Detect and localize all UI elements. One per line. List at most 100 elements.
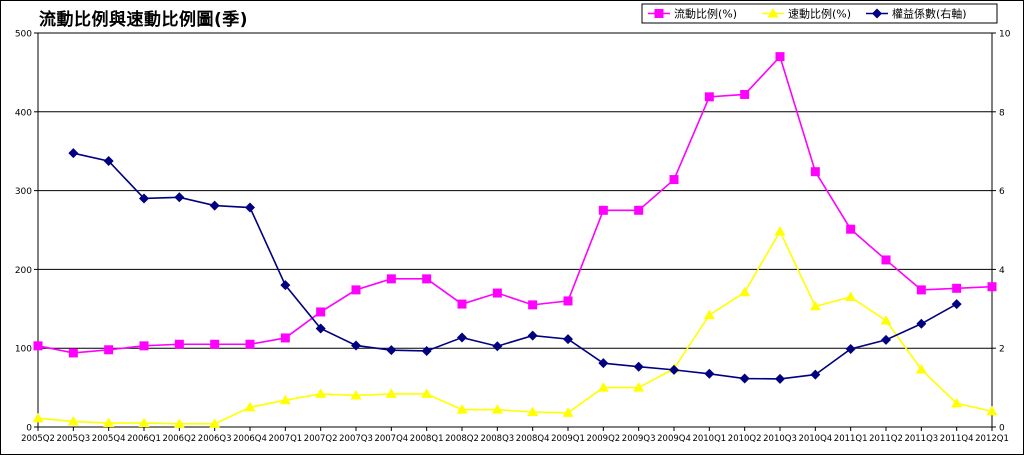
series-0-point-25 bbox=[916, 285, 926, 295]
series-2-point-14 bbox=[527, 330, 538, 341]
series-2-point-1 bbox=[68, 148, 79, 159]
series-0-point-22 bbox=[810, 167, 820, 177]
y2-tick-label-5: 10 bbox=[999, 30, 1011, 40]
x-tick-label-19: 2010Q1 bbox=[692, 434, 726, 444]
series-2-point-19 bbox=[704, 368, 715, 379]
series-1-point-22 bbox=[809, 300, 821, 311]
series-0-point-27 bbox=[987, 282, 997, 292]
y-tick-label-0: 0 bbox=[26, 424, 32, 434]
series-0-point-15 bbox=[563, 296, 573, 306]
series-2-point-12 bbox=[457, 332, 467, 343]
series-1-point-2 bbox=[103, 417, 115, 428]
x-tick-label-18: 2009Q4 bbox=[657, 434, 691, 444]
series-0-point-8 bbox=[316, 307, 326, 317]
series-1-point-13 bbox=[491, 404, 503, 414]
x-tick-label-27: 2012Q1 bbox=[975, 434, 1009, 444]
x-tick-label-8: 2007Q2 bbox=[304, 434, 338, 444]
series-0-point-20 bbox=[740, 89, 750, 99]
y-tick-label-4: 400 bbox=[15, 108, 32, 118]
series-0-point-18 bbox=[669, 175, 679, 185]
series-2-point-16 bbox=[598, 358, 609, 369]
series-0-point-5 bbox=[210, 339, 220, 349]
chart-title: 流動比例與速動比例圖(季) bbox=[39, 10, 249, 30]
x-tick-label-6: 2006Q4 bbox=[233, 434, 267, 444]
x-tick-label-7: 2007Q1 bbox=[268, 434, 302, 444]
y-tick-label-5: 500 bbox=[15, 30, 32, 40]
series-2-point-13 bbox=[492, 341, 503, 352]
y2-tick-label-2: 4 bbox=[999, 266, 1005, 276]
legend-label-2: 權益係數(右軸) bbox=[892, 7, 967, 21]
series-0-point-0 bbox=[33, 341, 43, 351]
series-0-point-1 bbox=[68, 348, 78, 358]
legend-marker-1 bbox=[767, 8, 779, 18]
series-2-point-4 bbox=[174, 192, 185, 203]
y-tick-label-2: 200 bbox=[15, 266, 32, 276]
series-2-point-8 bbox=[315, 323, 326, 334]
y-tick-label-1: 100 bbox=[15, 345, 32, 355]
series-0-point-3 bbox=[139, 341, 149, 351]
series-2-point-20 bbox=[739, 373, 750, 384]
legend-box bbox=[641, 3, 998, 24]
x-tick-label-14: 2008Q4 bbox=[516, 434, 550, 444]
series-1-point-14 bbox=[527, 406, 539, 417]
series-2-point-3 bbox=[139, 193, 149, 204]
series-1-point-9 bbox=[350, 389, 362, 400]
series-1-point-17 bbox=[633, 382, 645, 392]
series-2-point-11 bbox=[421, 345, 432, 356]
y-tick-label-3: 300 bbox=[15, 187, 32, 197]
series-line-1 bbox=[37, 229, 993, 425]
series-0-point-24 bbox=[881, 255, 891, 265]
series-0-point-17 bbox=[634, 205, 644, 215]
series-0-point-23 bbox=[846, 224, 856, 234]
series-2-point-5 bbox=[209, 200, 220, 211]
plot-area bbox=[37, 32, 993, 428]
series-2-point-9 bbox=[351, 340, 361, 351]
series-1-point-19 bbox=[703, 309, 715, 320]
series-2-point-21 bbox=[775, 373, 785, 384]
series-0-point-11 bbox=[422, 274, 432, 284]
series-2-point-23 bbox=[845, 343, 856, 354]
series-1-point-10 bbox=[385, 388, 397, 398]
x-tick-label-25: 2011Q3 bbox=[904, 434, 938, 444]
series-2-point-2 bbox=[103, 156, 114, 167]
series-1-point-12 bbox=[456, 404, 468, 414]
series-1-point-23 bbox=[845, 291, 857, 301]
series-1-point-26 bbox=[951, 397, 963, 408]
series-2-point-22 bbox=[810, 369, 821, 380]
series-1-point-27 bbox=[986, 405, 998, 416]
series-1-point-21 bbox=[774, 226, 786, 236]
series-2-point-18 bbox=[669, 364, 679, 375]
series-1-point-24 bbox=[880, 315, 892, 325]
series-0-point-19 bbox=[704, 92, 714, 102]
x-tick-label-26: 2011Q4 bbox=[940, 434, 974, 444]
series-1-point-5 bbox=[209, 418, 221, 428]
series-2-point-7 bbox=[280, 280, 291, 291]
series-line-0 bbox=[37, 55, 993, 354]
series-1-point-8 bbox=[315, 388, 327, 398]
series-1-point-4 bbox=[173, 418, 185, 428]
series-2-point-6 bbox=[245, 202, 255, 213]
x-tick-label-16: 2009Q2 bbox=[586, 434, 620, 444]
x-tick-label-23: 2011Q1 bbox=[834, 434, 868, 444]
series-1-point-0 bbox=[32, 412, 44, 423]
series-0-point-26 bbox=[952, 283, 962, 293]
series-1-point-3 bbox=[138, 417, 150, 428]
x-tick-label-2: 2005Q4 bbox=[92, 434, 126, 444]
series-1-point-11 bbox=[421, 388, 433, 398]
series-0-point-14 bbox=[528, 300, 538, 310]
series-2-point-10 bbox=[386, 345, 397, 356]
series-0-point-9 bbox=[351, 285, 361, 295]
series-0-point-7 bbox=[280, 333, 290, 343]
series-0-point-6 bbox=[245, 339, 255, 349]
y2-tick-label-3: 6 bbox=[999, 187, 1005, 197]
legend-marker-0 bbox=[654, 9, 664, 18]
x-tick-label-15: 2009Q1 bbox=[551, 434, 585, 444]
x-tick-label-3: 2006Q1 bbox=[127, 434, 161, 444]
series-0-point-4 bbox=[174, 339, 184, 349]
series-1-point-1 bbox=[67, 415, 79, 426]
series-2-point-25 bbox=[916, 318, 927, 329]
series-1-point-6 bbox=[244, 401, 256, 412]
y2-tick-label-0: 0 bbox=[999, 424, 1005, 434]
